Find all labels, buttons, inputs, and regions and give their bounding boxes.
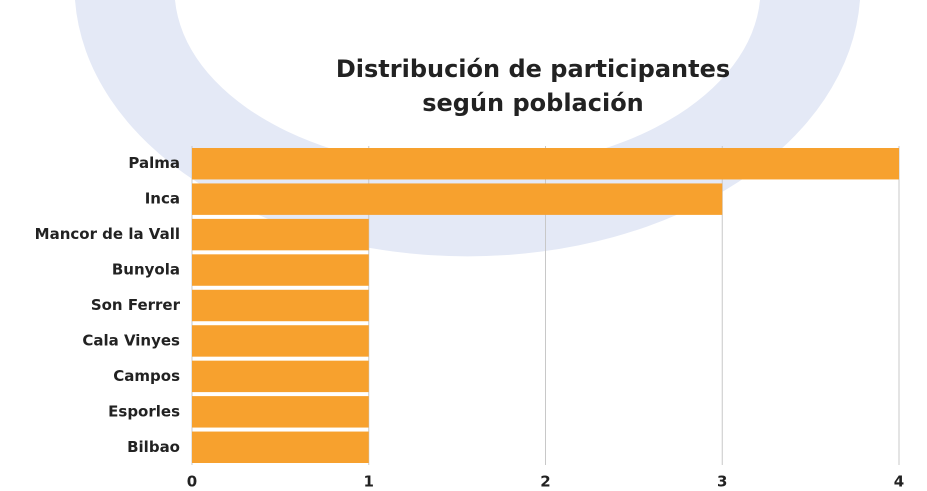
y-tick-label: Esporles [108, 402, 180, 420]
background-shape [75, 0, 860, 257]
y-tick-label: Palma [128, 154, 180, 172]
bar [192, 431, 369, 463]
y-tick-label: Bunyola [112, 261, 180, 279]
bar [192, 148, 899, 180]
bar [192, 325, 369, 357]
chart-title: Distribución de participantes [336, 55, 730, 83]
bar [192, 218, 369, 251]
bar [192, 254, 369, 286]
y-tick-label: Bilbao [127, 438, 180, 456]
bar [192, 183, 723, 215]
y-tick-label: Mancor de la Vall [35, 225, 180, 243]
x-tick-label: 4 [894, 473, 904, 491]
y-tick-label: Campos [113, 367, 180, 385]
bar [192, 289, 369, 322]
y-tick-label: Inca [145, 190, 180, 208]
bar [192, 396, 369, 428]
y-tick-label: Cala Vinyes [82, 331, 180, 349]
x-tick-label: 3 [717, 473, 727, 491]
x-tick-label: 2 [540, 473, 550, 491]
x-tick-label: 1 [364, 473, 374, 491]
x-tick-label: 0 [187, 473, 197, 491]
bar [192, 360, 369, 393]
y-tick-label: Son Ferrer [91, 296, 181, 314]
chart-title: según población [422, 89, 644, 117]
